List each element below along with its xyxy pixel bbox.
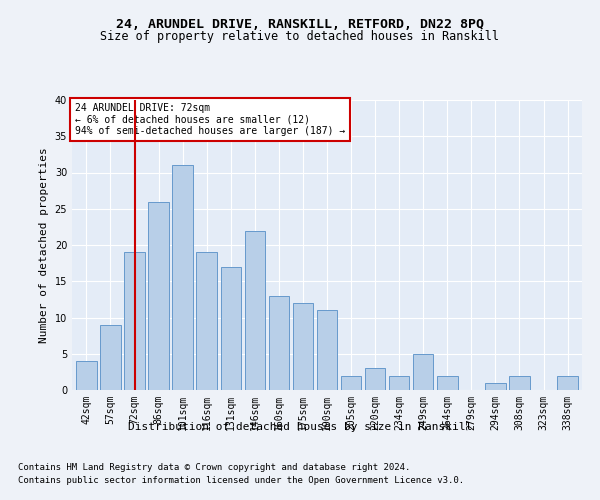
Bar — [245, 230, 265, 390]
Bar — [269, 296, 289, 390]
Bar — [509, 376, 530, 390]
Bar — [365, 368, 385, 390]
Bar — [557, 376, 578, 390]
Bar — [485, 383, 506, 390]
Text: 24 ARUNDEL DRIVE: 72sqm
← 6% of detached houses are smaller (12)
94% of semi-det: 24 ARUNDEL DRIVE: 72sqm ← 6% of detached… — [74, 103, 345, 136]
Bar — [413, 354, 433, 390]
Bar — [389, 376, 409, 390]
Text: Contains public sector information licensed under the Open Government Licence v3: Contains public sector information licen… — [18, 476, 464, 485]
Bar — [221, 267, 241, 390]
Bar — [124, 252, 145, 390]
Bar — [196, 252, 217, 390]
Bar — [76, 361, 97, 390]
Y-axis label: Number of detached properties: Number of detached properties — [39, 147, 49, 343]
Bar — [341, 376, 361, 390]
Bar — [148, 202, 169, 390]
Bar — [317, 310, 337, 390]
Bar — [293, 303, 313, 390]
Text: Size of property relative to detached houses in Ranskill: Size of property relative to detached ho… — [101, 30, 499, 43]
Text: 24, ARUNDEL DRIVE, RANSKILL, RETFORD, DN22 8PQ: 24, ARUNDEL DRIVE, RANSKILL, RETFORD, DN… — [116, 18, 484, 30]
Bar — [437, 376, 458, 390]
Bar — [172, 165, 193, 390]
Bar — [100, 325, 121, 390]
Text: Distribution of detached houses by size in Ranskill: Distribution of detached houses by size … — [128, 422, 472, 432]
Text: Contains HM Land Registry data © Crown copyright and database right 2024.: Contains HM Land Registry data © Crown c… — [18, 464, 410, 472]
